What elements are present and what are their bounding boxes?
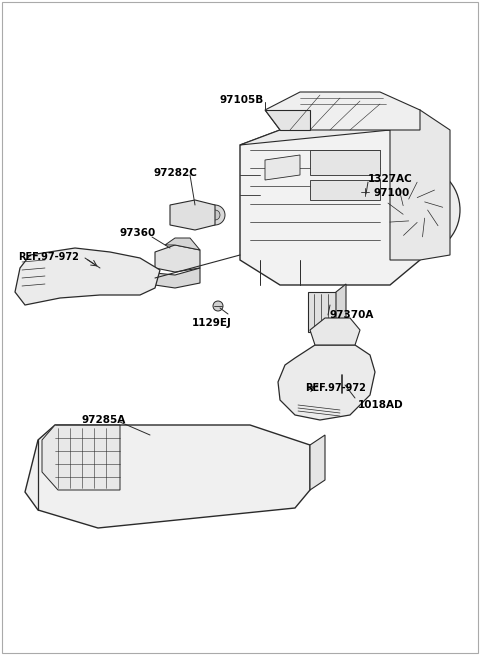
Circle shape xyxy=(248,460,252,464)
Circle shape xyxy=(260,473,270,483)
Text: 97285A: 97285A xyxy=(82,415,126,425)
Circle shape xyxy=(313,380,323,390)
Polygon shape xyxy=(155,245,200,272)
Circle shape xyxy=(338,371,346,379)
Polygon shape xyxy=(42,425,120,490)
Circle shape xyxy=(130,433,140,443)
Circle shape xyxy=(153,466,157,470)
Polygon shape xyxy=(308,292,336,332)
Circle shape xyxy=(162,447,168,453)
Polygon shape xyxy=(310,150,380,175)
Polygon shape xyxy=(15,248,160,305)
Polygon shape xyxy=(310,318,360,345)
Circle shape xyxy=(140,450,150,460)
Circle shape xyxy=(158,443,172,457)
Circle shape xyxy=(245,457,255,467)
Circle shape xyxy=(143,453,147,457)
Circle shape xyxy=(132,436,137,441)
Circle shape xyxy=(404,198,426,221)
Circle shape xyxy=(210,210,220,220)
Circle shape xyxy=(343,390,353,400)
Circle shape xyxy=(360,187,370,197)
Circle shape xyxy=(165,437,235,507)
Polygon shape xyxy=(310,435,325,490)
Circle shape xyxy=(240,485,250,495)
Polygon shape xyxy=(155,268,200,288)
Text: 97105B: 97105B xyxy=(220,95,264,105)
Circle shape xyxy=(270,495,280,505)
Circle shape xyxy=(178,450,222,494)
Text: 97360: 97360 xyxy=(120,228,156,238)
Polygon shape xyxy=(278,345,375,420)
Polygon shape xyxy=(240,130,420,285)
Text: 1018AD: 1018AD xyxy=(358,400,404,410)
Polygon shape xyxy=(165,238,200,250)
Circle shape xyxy=(205,205,225,225)
Text: REF.97-972: REF.97-972 xyxy=(18,252,79,262)
Circle shape xyxy=(150,463,160,473)
Circle shape xyxy=(242,487,248,493)
Text: 97100: 97100 xyxy=(373,188,409,198)
Circle shape xyxy=(370,165,460,255)
Polygon shape xyxy=(310,180,380,200)
Polygon shape xyxy=(170,200,215,230)
Circle shape xyxy=(213,301,223,311)
Text: 97370A: 97370A xyxy=(330,310,374,320)
Polygon shape xyxy=(336,284,346,332)
Text: 97282C: 97282C xyxy=(154,168,198,178)
Circle shape xyxy=(386,181,444,239)
Text: 1129EJ: 1129EJ xyxy=(192,318,232,328)
Polygon shape xyxy=(390,110,450,260)
Circle shape xyxy=(263,476,267,481)
Polygon shape xyxy=(265,155,300,180)
Polygon shape xyxy=(265,92,420,130)
Polygon shape xyxy=(240,110,420,145)
Text: 1327AC: 1327AC xyxy=(368,174,413,184)
Polygon shape xyxy=(265,110,310,130)
Circle shape xyxy=(192,464,208,480)
Polygon shape xyxy=(25,425,310,528)
Text: REF.97-972: REF.97-972 xyxy=(305,383,366,393)
Circle shape xyxy=(89,266,101,278)
